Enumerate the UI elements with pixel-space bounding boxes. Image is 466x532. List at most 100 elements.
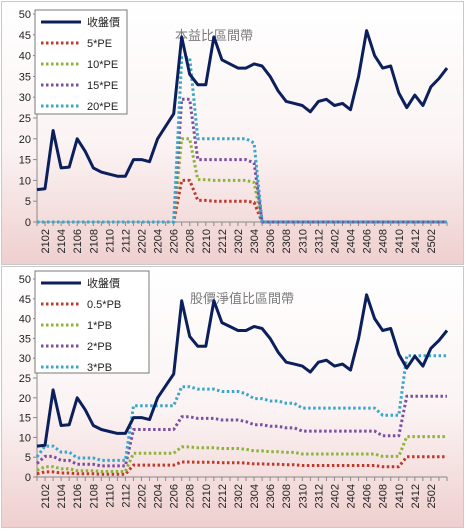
x-tick-label: 2312 (313, 229, 325, 253)
legend-label: 收盤價 (87, 15, 120, 29)
y-tick-label: 35 (19, 71, 31, 83)
series-line-0 (36, 29, 449, 192)
legend-label: 15*PE (87, 80, 118, 92)
y-tick-label: 50 (19, 274, 31, 286)
x-tick-label: 2304 (249, 229, 261, 253)
x-tick-label: 2302 (233, 229, 245, 253)
y-tick-label: 30 (19, 92, 31, 104)
x-tick-label: 2104 (56, 229, 68, 253)
legend-label: 0.5*PB (87, 299, 121, 311)
legend-label: 10*PE (87, 59, 118, 71)
legend-label: 5*PE (87, 38, 112, 50)
x-tick-label: 2304 (249, 484, 261, 508)
x-tick-label: 2404 (346, 484, 358, 508)
x-tick-label: 2310 (297, 484, 309, 508)
x-tick-label: 2108 (88, 229, 100, 253)
y-tick-label: 10 (19, 432, 31, 444)
x-tick-label: 2212 (217, 484, 229, 508)
x-tick-label: 2310 (297, 229, 309, 253)
y-tick-label: 25 (19, 373, 31, 385)
x-tick-label: 2110 (104, 229, 116, 253)
pb-band-chart: 0 5 10 15 20 25 30 35 40 45 50 2102 2104 2106 2108 2110… (19, 270, 449, 508)
legend-box (34, 270, 150, 374)
y-tick-label: 35 (19, 333, 31, 345)
legend: 收盤價 0.5*PB 1*PB 2*PB 3*PB (34, 270, 150, 374)
x-tick-label: 2406 (362, 229, 374, 253)
x-tick-label: 2202 (137, 229, 149, 253)
y-tick-label: 20 (19, 393, 31, 405)
x-tick-label: 2412 (410, 484, 422, 508)
legend: 收盤價 5*PE 10*PE 15*PE 20*PE (34, 9, 128, 115)
y-tick-label: 40 (19, 51, 31, 63)
legend-label: 3*PB (87, 362, 112, 374)
x-tick-label: 2108 (88, 484, 100, 508)
legend-label: 2*PB (87, 341, 112, 353)
x-tick-label: 2206 (169, 229, 181, 253)
series-line-3 (36, 394, 447, 468)
x-tick-label: 2404 (346, 229, 358, 253)
series-line-1 (36, 455, 447, 476)
x-tick-label: 2204 (153, 484, 165, 508)
x-tick-label: 2402 (329, 484, 341, 508)
y-tick-label: 45 (19, 30, 31, 42)
chart-title: 股價淨值比區間帶 (190, 291, 294, 306)
series-line-4 (35, 354, 447, 462)
pe-band-chart-panel: 0 5 10 15 20 25 30 35 40 45 50 2102 2104 2106 2108 2110… (1, 1, 464, 265)
x-tick-label: 2302 (233, 484, 245, 508)
legend-label: 收盤價 (87, 276, 120, 290)
x-tick-label: 2102 (40, 229, 52, 253)
x-tick-label: 2306 (265, 484, 277, 508)
y-tick-label: 50 (19, 9, 31, 21)
x-tick-label: 2106 (72, 229, 84, 253)
y-tick-label: 15 (19, 155, 31, 167)
x-tick-label: 2112 (120, 229, 132, 253)
series-line-2 (36, 435, 447, 473)
x-tick-label: 2412 (410, 229, 422, 253)
x-tick-label: 2312 (313, 484, 325, 508)
x-tick-label: 2110 (104, 484, 116, 508)
series-line-3 (37, 97, 447, 224)
y-tick-label: 30 (19, 353, 31, 365)
x-tick-label: 2208 (185, 229, 197, 253)
x-tick-label: 2104 (56, 484, 68, 508)
y-tick-label: 5 (25, 452, 31, 464)
x-tick-label: 2306 (265, 229, 277, 253)
pe-band-chart: 0 5 10 15 20 25 30 35 40 45 50 2102 2104 2106 2108 2110… (19, 9, 449, 253)
series-line-0 (36, 293, 449, 448)
y-tick-label: 0 (25, 472, 31, 484)
x-tick-label: 2402 (329, 229, 341, 253)
legend-label: 20*PE (87, 101, 118, 113)
x-tick-label: 2308 (281, 229, 293, 253)
x-tick-label: 2102 (40, 484, 52, 508)
x-tick-label: 2308 (281, 484, 293, 508)
x-tick-label: 2410 (394, 229, 406, 253)
y-tick-label: 25 (19, 113, 31, 125)
x-tick-label: 2208 (185, 484, 197, 508)
legend-box (34, 9, 128, 115)
y-tick-label: 40 (19, 314, 31, 326)
x-tick-label: 2502 (426, 484, 438, 508)
x-tick-label: 2204 (153, 229, 165, 253)
x-tick-label: 2210 (201, 229, 213, 253)
x-tick-label: 2408 (378, 484, 390, 508)
x-tick-label: 2502 (426, 229, 438, 253)
legend-label: 1*PB (87, 320, 112, 332)
x-tick-label: 2210 (201, 484, 213, 508)
y-tick-label: 45 (19, 294, 31, 306)
x-tick-label: 2202 (137, 484, 149, 508)
y-tick-label: 20 (19, 134, 31, 146)
y-tick-label: 15 (19, 413, 31, 425)
x-tick-label: 2408 (378, 229, 390, 253)
x-tick-label: 2206 (169, 484, 181, 508)
x-tick-label: 2406 (362, 484, 374, 508)
y-tick-label: 10 (19, 175, 31, 187)
y-tick-label: 0 (25, 217, 31, 229)
series-line-1 (37, 178, 447, 224)
y-tick-label: 5 (25, 196, 31, 208)
x-tick-label: 2112 (120, 484, 132, 508)
series-line-2 (37, 137, 447, 224)
pb-band-chart-panel: 0 5 10 15 20 25 30 35 40 45 50 2102 2104 2106 2108 2110… (1, 266, 464, 528)
x-tick-label: 2106 (72, 484, 84, 508)
x-tick-label: 2212 (217, 229, 229, 253)
x-tick-label: 2410 (394, 484, 406, 508)
